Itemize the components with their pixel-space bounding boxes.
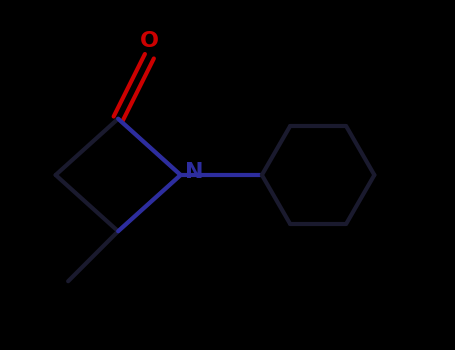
Text: O: O — [140, 31, 159, 51]
Text: N: N — [185, 162, 204, 182]
